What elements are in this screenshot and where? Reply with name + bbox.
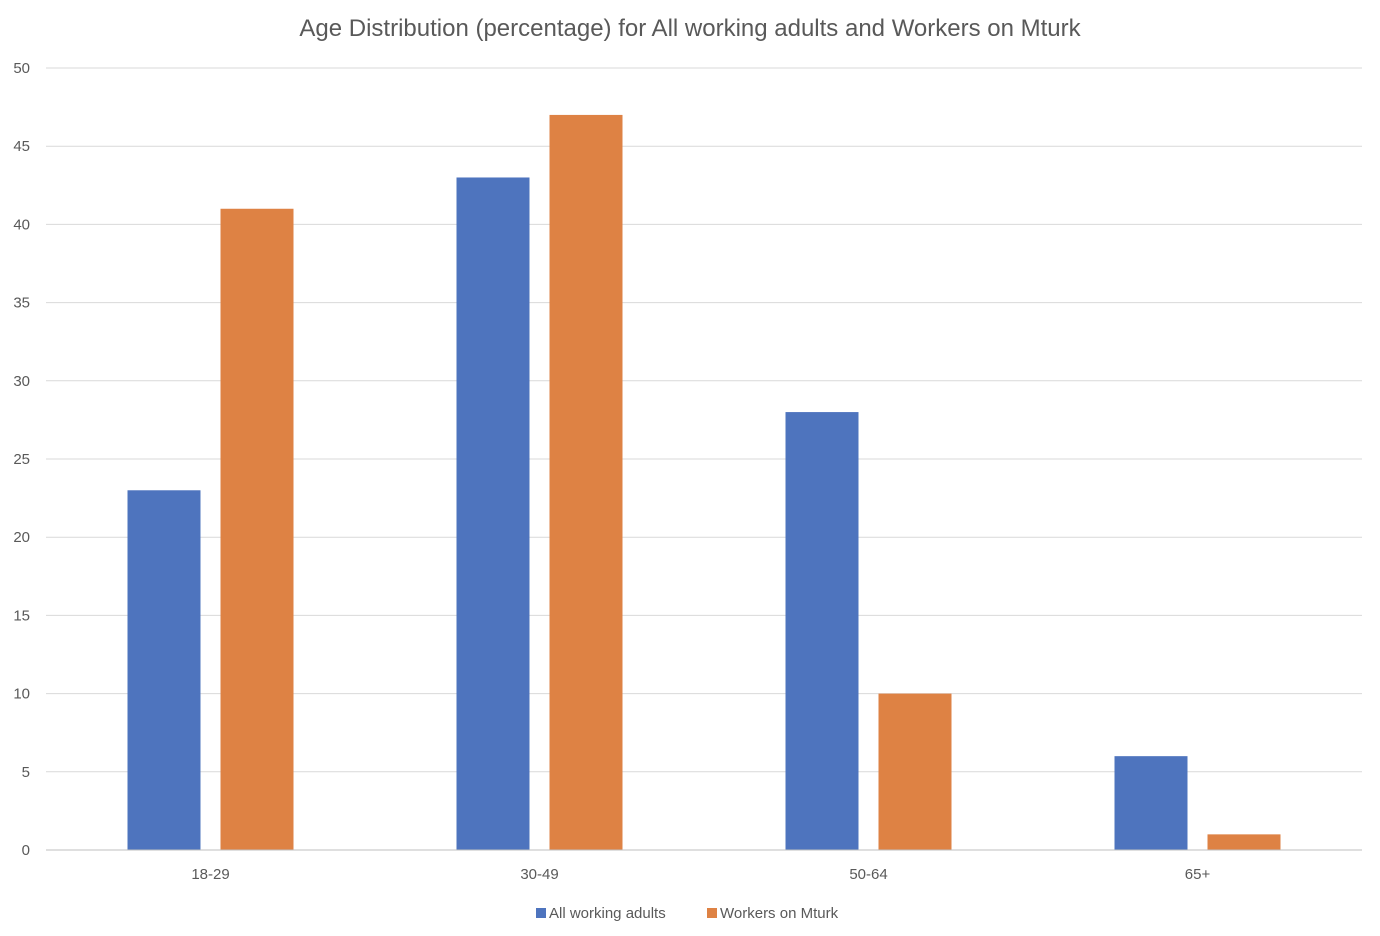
bar-all-working-adults xyxy=(785,412,859,850)
bar-workers-on-mturk xyxy=(1207,834,1281,850)
y-tick-label: 45 xyxy=(13,138,30,155)
chart-title: Age Distribution (percentage) for All wo… xyxy=(299,15,1081,42)
bar-all-working-adults xyxy=(1114,756,1188,850)
legend-swatch xyxy=(707,908,717,918)
y-tick-label: 0 xyxy=(22,842,30,859)
y-tick-label: 50 xyxy=(13,60,30,77)
y-tick-label: 10 xyxy=(13,686,30,703)
legend-label: All working adults xyxy=(549,905,666,922)
bar-all-working-adults xyxy=(456,177,530,851)
bar-all-working-adults xyxy=(127,490,201,850)
x-axis-ticks: 18-29 30-49 50-64 65+ xyxy=(191,866,1210,883)
legend-label: Workers on Mturk xyxy=(720,905,839,922)
y-tick-label: 35 xyxy=(13,295,30,312)
legend: All working adults Workers on Mturk xyxy=(536,905,839,922)
y-tick-label: 40 xyxy=(13,216,30,233)
x-tick-label: 65+ xyxy=(1185,866,1211,883)
bar-workers-on-mturk xyxy=(220,208,294,850)
bar-workers-on-mturk xyxy=(549,114,623,851)
y-tick-label: 25 xyxy=(13,451,30,468)
bar-workers-on-mturk xyxy=(878,693,952,850)
y-axis-ticks: 0 5 10 15 20 25 30 35 40 45 50 xyxy=(13,60,30,859)
x-tick-label: 18-29 xyxy=(191,866,229,883)
y-tick-label: 20 xyxy=(13,529,30,546)
bars xyxy=(127,114,1281,851)
y-tick-label: 5 xyxy=(22,764,30,781)
y-tick-label: 15 xyxy=(13,607,30,624)
x-tick-label: 50-64 xyxy=(849,866,887,883)
legend-swatch xyxy=(536,908,546,918)
y-tick-label: 30 xyxy=(13,373,30,390)
x-tick-label: 30-49 xyxy=(520,866,558,883)
